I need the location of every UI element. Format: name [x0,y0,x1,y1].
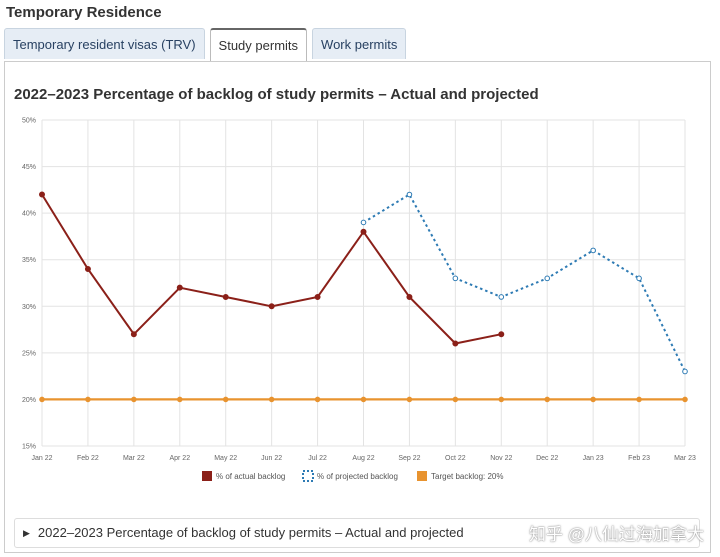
legend-swatch-target [417,471,427,481]
data-point-target [452,396,459,403]
data-point-projected [452,275,459,282]
data-point-actual [314,293,321,300]
legend-label-actual: % of actual backlog [216,472,285,481]
y-tick-label: 40% [22,211,36,218]
y-tick-label: 20% [22,397,36,404]
data-point-target [360,396,367,403]
data-point-actual [268,303,275,310]
y-tick-label: 25% [22,350,36,357]
x-tick-label: Feb 22 [77,455,99,462]
page-title: Temporary Residence [6,4,162,21]
x-tick-label: Sep 22 [398,455,420,462]
x-tick-label: Mar 23 [674,455,696,462]
tab-temporary-resident-visas[interactable]: Temporary resident visas (TRV) [4,28,205,59]
watermark: 知乎 @八仙过海加拿大 [529,525,704,544]
y-tick-label: 35% [22,257,36,264]
data-point-target [682,396,688,403]
data-point-actual [406,293,413,300]
x-tick-label: Nov 22 [490,455,512,462]
legend-swatch-actual [202,471,212,481]
data-point-projected [636,275,642,282]
x-tick-label: Feb 23 [628,455,650,462]
data-point-projected [590,247,596,254]
data-table-toggle-label: 2022–2023 Percentage of backlog of study… [37,525,464,540]
data-point-actual [452,340,459,347]
tab-work-permits[interactable]: Work permits [312,28,407,59]
data-point-actual [222,293,229,300]
y-tick-label: 15% [22,444,36,451]
data-point-projected [406,191,413,198]
tab-study-permits[interactable]: Study permits [209,28,308,62]
data-point-target [131,396,137,403]
data-table-toggle[interactable]: ▶ 2022–2023 Percentage of backlog of stud… [14,518,700,548]
data-point-target [314,396,321,403]
legend-swatch-projected [302,470,314,482]
legend-label-projected: % of projected backlog [317,472,398,481]
x-tick-label: Mar 22 [123,455,145,462]
data-point-projected [544,275,551,282]
data-point-actual [176,284,183,291]
x-tick-label: Jul 22 [308,455,327,462]
data-point-actual [360,228,367,235]
tab-bar: Temporary resident visas (TRV) Study per… [4,28,411,62]
series-line-projected [362,193,686,372]
data-point-target [39,396,45,403]
y-tick-label: 30% [22,304,36,311]
data-point-target [406,396,413,403]
data-point-target [222,396,229,403]
data-point-target [85,396,91,403]
data-point-target [544,396,551,403]
data-point-target [636,396,642,403]
x-tick-label: Oct 22 [445,455,466,462]
x-tick-label: Jun 22 [261,455,282,462]
x-tick-label: Aug 22 [352,455,374,462]
data-point-actual [130,331,137,338]
y-tick-label: 50% [22,118,36,125]
x-tick-label: Jan 22 [31,455,52,462]
y-tick-label: 45% [22,164,36,171]
data-point-target [268,396,275,403]
data-point-projected [360,219,367,226]
data-point-actual [84,266,91,273]
x-tick-label: Jan 23 [583,455,604,462]
data-point-target [590,396,596,403]
data-point-projected [498,294,505,300]
x-tick-label: Apr 22 [169,455,190,462]
data-point-target [498,396,505,403]
data-point-actual [498,331,505,338]
data-point-projected [682,368,688,375]
data-point-actual [39,191,45,198]
x-tick-label: Dec 22 [536,455,558,462]
expand-triangle-icon: ▶ [23,528,30,538]
data-point-target [176,396,183,403]
chart-title: 2022–2023 Percentage of backlog of study… [14,86,539,103]
legend-label-target: Target backlog: 20% [431,472,504,481]
x-tick-label: May 22 [214,455,237,462]
